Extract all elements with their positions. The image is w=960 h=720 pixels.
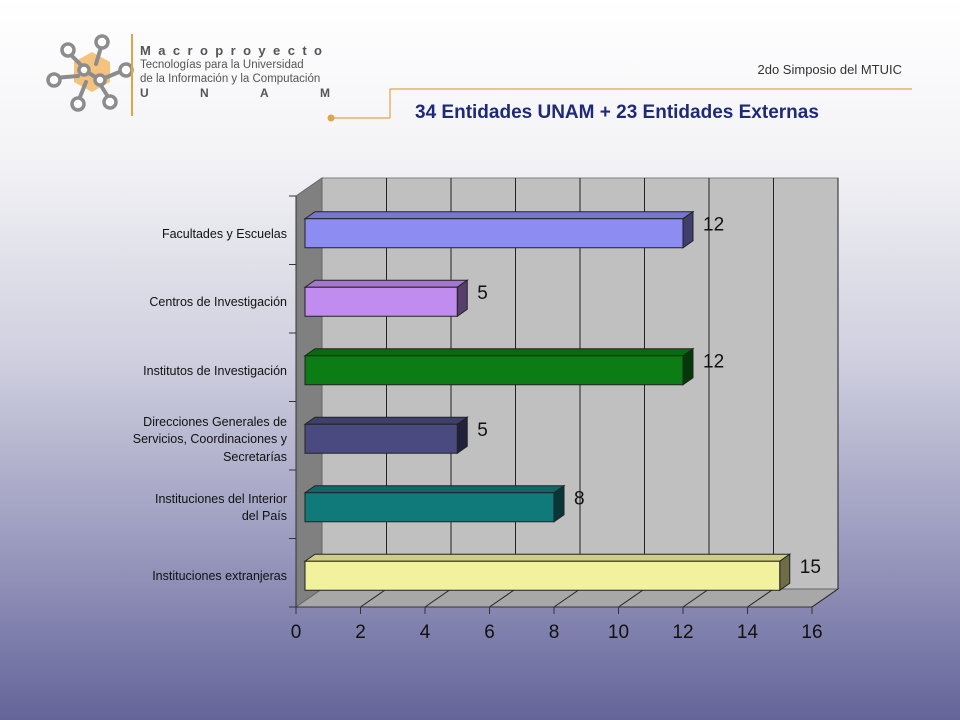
x-tick-label: 8 — [549, 622, 560, 643]
bar-value-label: 12 — [703, 351, 724, 372]
x-tick-label: 16 — [801, 622, 822, 643]
bar-end — [682, 210, 694, 249]
bar-top — [303, 211, 695, 220]
bar-top — [303, 279, 469, 288]
bar — [304, 355, 684, 386]
bar — [304, 286, 458, 317]
bar — [304, 492, 555, 523]
bar-value-label: 5 — [477, 283, 488, 304]
bar — [304, 218, 684, 249]
logo-unam-letter: M — [320, 86, 330, 100]
bar-end — [553, 484, 565, 523]
bar-top — [303, 485, 566, 494]
x-tick-label: 4 — [420, 622, 431, 643]
bar — [304, 423, 458, 454]
header-decoration — [327, 88, 912, 122]
bar-end — [456, 279, 468, 318]
gridline-floor — [553, 588, 581, 608]
bar-end — [779, 553, 791, 592]
category-label: Direcciones Generales de Servicios, Coord… — [132, 414, 287, 464]
category-label: Facultades y Escuelas — [161, 226, 287, 241]
logo-subtitle-line1: Tecnologías para la Universidad — [140, 59, 304, 71]
page-title: 34 Entidades UNAM + 23 Entidades Externa… — [415, 102, 819, 123]
gridline-floor — [424, 588, 452, 608]
logo-divider — [131, 34, 133, 116]
gridline-floor — [489, 588, 516, 608]
logo-unam: U N A M — [140, 86, 330, 100]
bar-value-label: 15 — [800, 557, 821, 578]
logo-unam-letter: N — [200, 86, 209, 100]
x-tick-label: 2 — [355, 622, 366, 643]
logo-subtitle-line2: de la Información y la Computación — [140, 73, 321, 85]
category-label: Centros de Investigación — [149, 295, 287, 309]
category-label: Instituciones extranjeras — [152, 569, 287, 583]
gridline-floor — [360, 588, 387, 608]
bar-end — [456, 416, 468, 455]
logo-unam-letter: A — [260, 86, 269, 100]
bar-value-label: 12 — [703, 214, 724, 235]
category-label: Institutos de Investigación — [143, 363, 287, 378]
x-tick-label: 6 — [484, 622, 495, 643]
x-tick-label: 12 — [672, 622, 693, 643]
logo-unam-letter: U — [140, 86, 149, 100]
bar-top — [303, 553, 792, 562]
gridline-floor — [811, 588, 839, 608]
bar-value-label: 8 — [574, 488, 585, 509]
category-label: Instituciones del Interior del País — [154, 491, 287, 524]
bar-end — [682, 347, 694, 386]
logo-name: Macroproyecto — [140, 43, 330, 58]
x-tick-label: 10 — [608, 622, 629, 643]
x-tick-label: 14 — [737, 622, 759, 643]
gridline-floor — [747, 588, 774, 608]
bar-top — [303, 348, 695, 357]
bar-value-label: 5 — [477, 420, 488, 441]
gridline-floor — [618, 588, 645, 608]
bar-top — [303, 416, 469, 425]
symposium-label: 2do Simposio del MTUIC — [757, 62, 903, 77]
gridline-floor — [682, 588, 710, 608]
bar — [304, 560, 781, 591]
x-tick-label: 0 — [291, 622, 302, 643]
